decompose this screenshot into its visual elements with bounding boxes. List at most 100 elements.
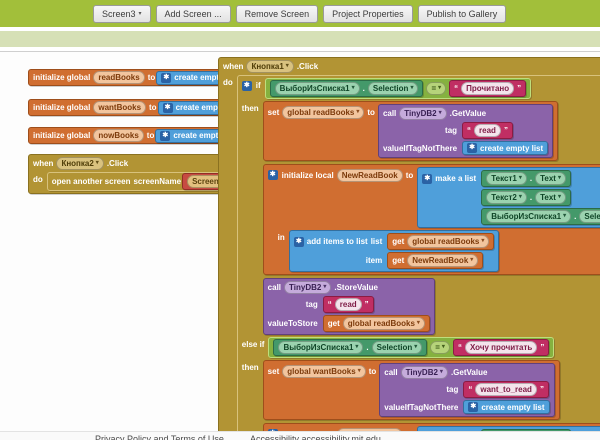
dropdown-property[interactable]: Text ▾ (535, 172, 566, 185)
getter-block[interactable]: Текст1 ▾ . Text ▾ (480, 429, 571, 431)
tinydb-getvalue-block[interactable]: call TinyDB2 ▾ .GetValue tag (379, 363, 555, 417)
field-string-value[interactable]: Хочу прочитать (464, 341, 538, 354)
dropdown-component[interactable]: ВыборИзСписка1 ▾ (274, 82, 360, 95)
caret-down-icon: ▾ (357, 368, 361, 374)
mutator-icon[interactable]: ✱ (267, 429, 278, 431)
dropdown-property[interactable]: Selection ▾ (367, 82, 419, 95)
mutator-icon[interactable]: ✱ (267, 170, 278, 180)
init-global-block[interactable]: initialize global wantBooks to ✱ create … (28, 99, 247, 116)
get-variable-block[interactable]: get global readBooks ▾ (387, 233, 495, 250)
getter-block[interactable]: ВыборИзСписка1 ▾ . Selection ▾ (481, 208, 600, 225)
set-variable-block[interactable]: set global wantBooks ▾ to call (262, 360, 560, 420)
string-block[interactable]: “ read ” (322, 296, 374, 313)
param-label: item (365, 256, 383, 265)
init-global-block[interactable]: initialize global nowBooks to ✱ create e… (28, 127, 245, 144)
footer-link-privacy[interactable]: Privacy Policy and Terms of Use (95, 434, 224, 440)
project-properties-button[interactable]: Project Properties (323, 4, 413, 23)
init-local-block[interactable]: ✱ initialize local NewReadBook to ✱ (262, 164, 600, 275)
quote-mark: ” (503, 126, 508, 135)
field-string-value[interactable]: read (334, 298, 362, 311)
dropdown-component[interactable]: ВыборИзСписка1 ▾ (278, 341, 364, 354)
footer-link-accessibility[interactable]: Accessibility accessibility.mit.edu (250, 434, 381, 440)
tinydb-getvalue-block[interactable]: call TinyDB2 ▾ .GetValue tag (377, 104, 554, 158)
dropdown-component[interactable]: ВыборИзСписка1 ▾ (486, 210, 572, 223)
when-button2-click-block[interactable]: when Кнопка2 ▾ .Click do open another sc… (28, 154, 247, 194)
dropdown-variable[interactable]: global readBooks ▾ (282, 106, 365, 119)
init-global-block[interactable]: initialize global readBooks to ✱ create … (28, 69, 246, 86)
designer-band (0, 31, 600, 47)
mutator-icon[interactable]: ✱ (468, 402, 479, 412)
dropdown-component[interactable]: TinyDB2 ▾ (400, 366, 448, 379)
dropdown-component[interactable]: Кнопка1 ▾ (246, 60, 294, 73)
dropdown-label: Кнопка2 (61, 159, 94, 168)
dropdown-variable[interactable]: global readBooks ▾ (342, 317, 425, 330)
getter-block[interactable]: Текст1 ▾ . Text ▾ (481, 170, 571, 187)
dropdown-property[interactable]: Selection ▾ (371, 341, 423, 354)
block-label: get (392, 237, 405, 246)
create-empty-list-block[interactable]: ✱ create empty list (462, 141, 549, 155)
field-variable-name[interactable]: wantBooks (93, 101, 147, 114)
init-local-block[interactable]: ✱ initialize local NewWantBook to ✱ (262, 423, 600, 431)
make-a-list-block[interactable]: ✱ make a list Текст1 ▾ (417, 167, 600, 228)
add-items-to-list-block[interactable]: ✱ add items to list list get global read… (288, 230, 500, 272)
mutator-icon[interactable]: ✱ (467, 143, 478, 153)
getter-block[interactable]: ВыборИзСписка1 ▾ . Selection ▾ (273, 339, 428, 356)
param-label: valueIfTagNotThere (382, 143, 458, 153)
field-string-value[interactable]: want_to_read (475, 383, 537, 396)
dropdown-component[interactable]: TinyDB2 ▾ (399, 107, 447, 120)
when-button1-click-block[interactable]: when Кнопка1 ▾ .Click do ✱ if (218, 57, 600, 431)
add-screen-button[interactable]: Add Screen ... (155, 4, 231, 23)
dropdown-variable[interactable]: global readBooks ▾ (407, 235, 490, 248)
dropdown-component[interactable]: Кнопка2 ▾ (56, 157, 104, 170)
dropdown-component[interactable]: Текст2 ▾ (486, 191, 527, 204)
if-else-block[interactable]: ✱ if ВыборИзСписка1 ▾ . Selection (236, 75, 600, 431)
dropdown-operator[interactable]: = ▾ (430, 341, 450, 354)
dropdown-variable[interactable]: global wantBooks ▾ (282, 365, 366, 378)
tinydb-storevalue-block[interactable]: call TinyDB2 ▾ .StoreValue tag “ (262, 278, 435, 335)
mutator-icon[interactable]: ✱ (161, 72, 172, 83)
block-label: . (574, 212, 577, 221)
mutator-icon[interactable]: ✱ (241, 81, 252, 91)
mutator-icon[interactable]: ✱ (422, 173, 433, 184)
make-a-list-block[interactable]: ✱ make a list Текст1 ▾ (416, 426, 600, 431)
string-block[interactable]: “ want_to_read ” (463, 381, 549, 398)
open-screen-block[interactable]: open another screen screenName Screen2 ▾ (46, 172, 242, 191)
block-label: initialize global (33, 73, 91, 82)
caret-down-icon: ▾ (439, 369, 443, 375)
dropdown-property[interactable]: Text ▾ (535, 191, 566, 204)
field-string-value[interactable]: Прочитано (461, 82, 515, 95)
field-variable-name[interactable]: NewReadBook (336, 169, 403, 182)
dropdown-component[interactable]: Текст1 ▾ (486, 172, 527, 185)
get-variable-block[interactable]: get global readBooks ▾ (322, 315, 430, 332)
mutator-icon[interactable]: ✱ (162, 102, 173, 113)
field-string-value[interactable]: read (474, 124, 501, 137)
get-variable-block[interactable]: get NewReadBook ▾ (387, 252, 484, 269)
dropdown-component[interactable]: TinyDB2 ▾ (284, 281, 332, 294)
string-block[interactable]: “ Хочу прочитать ” (452, 339, 550, 356)
mutator-icon[interactable]: ✱ (293, 236, 304, 247)
create-empty-list-block[interactable]: ✱ create empty list (463, 400, 550, 414)
string-block[interactable]: “ Прочитано ” (449, 80, 527, 97)
block-label: . (529, 193, 533, 202)
screen-selector-button[interactable]: Screen3 ▾ (93, 4, 151, 23)
remove-screen-button[interactable]: Remove Screen (235, 4, 319, 23)
field-variable-name[interactable]: readBooks (93, 71, 145, 84)
mutator-icon[interactable]: ✱ (160, 130, 171, 141)
dropdown-operator[interactable]: = ▾ (426, 82, 447, 95)
compare-block[interactable]: ВыборИзСписка1 ▾ . Selection ▾ = (268, 337, 555, 358)
compare-block[interactable]: ВыборИзСписка1 ▾ . Selection ▾ = (264, 78, 532, 99)
caret-down-icon: ▾ (557, 175, 561, 181)
block-label: get (327, 319, 340, 328)
quote-mark: ” (517, 84, 522, 93)
dropdown-variable[interactable]: NewReadBook ▾ (407, 254, 479, 267)
field-variable-name[interactable]: nowBooks (93, 129, 144, 142)
getter-block[interactable]: Текст2 ▾ . Text ▾ (481, 189, 571, 206)
block-label: .Click (106, 159, 129, 168)
blocks-canvas[interactable]: initialize global readBooks to ✱ create … (0, 52, 600, 431)
set-variable-block[interactable]: set global readBooks ▾ to call (262, 101, 559, 161)
getter-block[interactable]: ВыборИзСписка1 ▾ . Selection ▾ (269, 80, 424, 97)
dropdown-label: global readBooks (412, 237, 480, 246)
publish-to-gallery-button[interactable]: Publish to Gallery (417, 4, 507, 23)
string-block[interactable]: “ read ” (462, 122, 513, 139)
dropdown-property[interactable]: Selection ▾ (579, 210, 600, 223)
